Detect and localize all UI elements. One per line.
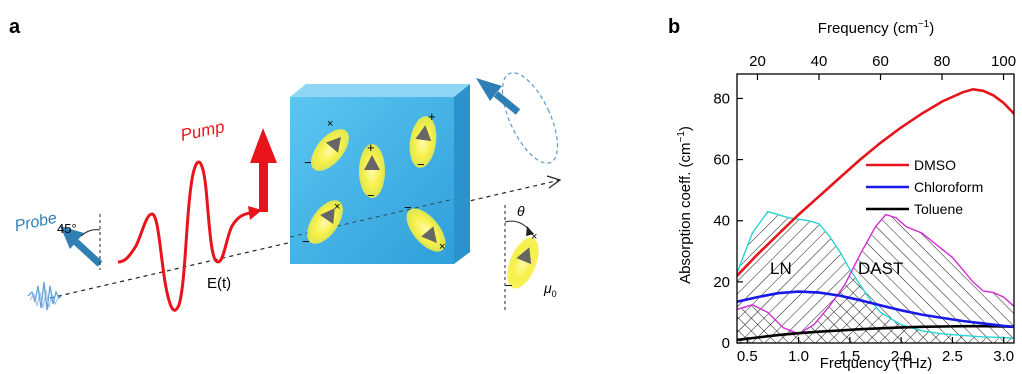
dast-hatched-area [737,214,1014,343]
pump-label: Pump [179,117,226,145]
x-tick-label: 3.0 [993,348,1014,365]
x-tick-label: 1.0 [788,348,809,365]
legend-label-dmso: DMSO [914,157,956,173]
y-tick-label: 60 [713,152,730,169]
output-probe-arrow [476,78,521,115]
legend-label-chloroform: Chloroform [914,179,983,195]
molecule-dipole: × [311,118,349,171]
inset-molecule [507,237,539,289]
series-line-dast [737,213,1014,335]
series-line-toluene [737,324,1014,342]
x-tick-label: 1.5 [839,348,860,365]
svg-text:×: × [327,118,333,130]
charge-x: × [334,201,340,213]
dast-region-label: DAST [858,259,903,278]
y-tick-label: 20 [713,274,730,291]
charge-minus: − [367,188,375,203]
field-label: E(t) [207,275,231,292]
angle-arc [80,229,101,237]
x-axis-label: Frequency (THz) [820,355,933,372]
top-tick-label: 80 [934,53,951,70]
charge-plus: + [367,140,375,155]
molecule-dipole [409,116,437,168]
molecule-dipole [359,144,385,198]
y-tick-label: 0 [722,335,730,352]
y-axis-label: Absorption coeff. (cm−1) [676,126,694,284]
charge-minus: − [505,278,513,293]
pump-wave-arrowhead [248,206,262,220]
y-tick-label: 40 [713,213,730,230]
series-line-ln [737,210,1014,340]
ln-region-label: LN [770,259,792,278]
charge-minus: − [404,200,412,215]
mu-label: μ0 [543,280,557,299]
y-tick-label: 80 [713,90,730,107]
ln-hatched-area [737,211,1014,343]
top-tick-label: 40 [811,53,828,70]
probe-polarization-arrow [60,226,103,267]
molecule-dipole [406,208,446,252]
polarization-ellipse [501,72,559,164]
panel-b-label: b [668,16,680,38]
legend-label-toluene: Toluene [914,201,963,217]
charge-minus: − [417,157,425,172]
charge-plus: + [428,109,436,124]
series-layer [737,87,1014,342]
top-tick-label: 60 [872,53,889,70]
charge-minus: − [304,155,312,170]
charge-minus: − [302,234,310,249]
pump-waveform [117,160,251,312]
pump-polarization-arrow [250,128,277,212]
probe-pulse [27,281,63,311]
top-tick-label: 100 [991,53,1016,70]
charge-x: × [439,241,445,253]
beam-axis-arrowhead [546,175,562,189]
series-line-chloroform [737,290,1014,329]
theta-label: θ [517,203,525,219]
series-line-dmso [737,87,1014,277]
legend: DMSO Chloroform Toluene [866,157,983,217]
probe-label: Probe [13,210,58,236]
top-tick-label: 20 [749,53,766,70]
plot-frame [736,73,1015,344]
theta-arc-arrowhead [526,226,534,236]
x-tick-label: 2.0 [891,348,912,365]
panel-a-label: a [9,16,21,38]
x-tick-label: 0.5 [737,348,758,365]
top-axis-label: Frequency (cm−1) [818,19,934,37]
molecule-dipole [307,200,343,244]
angle-label: 45° [57,221,77,236]
axis-layer: 0.5 1.0 1.5 2.0 2.5 3.0 0 20 40 60 80 20 40 60 80 100 [713,53,1016,365]
charge-x: × [531,231,537,243]
x-tick-label: 2.5 [942,348,963,365]
